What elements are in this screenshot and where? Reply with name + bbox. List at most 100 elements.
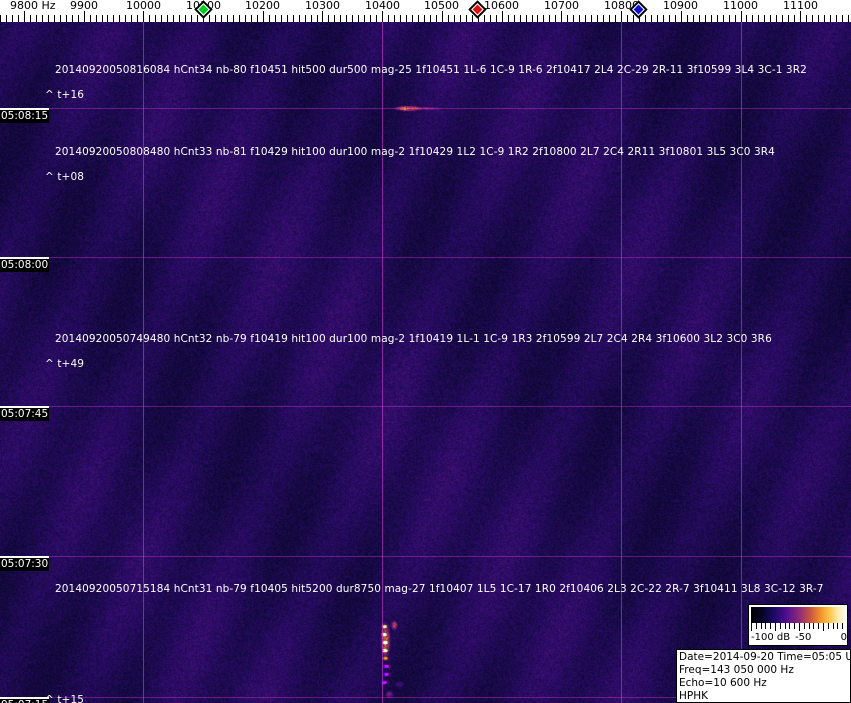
color-scale-tick (780, 623, 781, 629)
ruler-major-tick (382, 11, 383, 22)
ruler-label-9900: 9900 (70, 0, 98, 12)
grid-line-vertical-10400 (382, 22, 383, 703)
ruler-minor-tick (275, 15, 276, 22)
color-scale-ticks (751, 623, 848, 631)
ruler-label-10500: 10500 (424, 0, 459, 12)
ruler-minor-tick (842, 15, 843, 22)
noise-background (0, 22, 851, 703)
ruler-label-10200: 10200 (245, 0, 280, 12)
event-pointer-2: ^ t+49 (45, 358, 85, 370)
ruler-minor-tick (848, 15, 849, 22)
ruler-minor-tick (245, 15, 246, 22)
ruler-minor-tick (412, 15, 413, 22)
ruler-minor-tick (66, 15, 67, 22)
ruler-minor-tick (597, 15, 598, 22)
ruler-minor-tick (293, 15, 294, 22)
event-text-2: 20140920050749480 hCnt32 nb-79 f10419 hi… (55, 333, 772, 345)
ruler-minor-tick (137, 15, 138, 22)
ruler-minor-tick (257, 15, 258, 22)
spectrogram-canvas[interactable]: 20140920050816084 hCnt34 nb-80 f10451 hi… (0, 22, 851, 703)
ruler-minor-tick (639, 15, 640, 22)
ruler-minor-tick (472, 15, 473, 22)
event-pointer-0: ^ t+16 (45, 89, 85, 101)
ruler-minor-tick (364, 15, 365, 22)
ruler-minor-tick (185, 15, 186, 22)
ruler-minor-tick (317, 15, 318, 22)
ruler-minor-tick (824, 15, 825, 22)
ruler-minor-tick (96, 15, 97, 22)
ruler-major-tick (681, 11, 682, 22)
ruler-minor-tick (699, 15, 700, 22)
ruler-minor-tick (657, 15, 658, 22)
grid-line-horizontal-0 (0, 108, 851, 109)
ruler-minor-tick (436, 15, 437, 22)
ruler-minor-tick (191, 15, 192, 22)
ruler-minor-tick (466, 15, 467, 22)
event-pointer-1: ^ t+08 (45, 171, 85, 183)
color-scale-mid-label: -50 (795, 632, 812, 643)
ruler-minor-tick (460, 15, 461, 22)
ruler-minor-tick (376, 15, 377, 22)
ruler-minor-tick (311, 15, 312, 22)
color-scale-min-label: -100 dB (751, 632, 791, 643)
ruler-minor-tick (209, 15, 210, 22)
ruler-minor-tick (394, 15, 395, 22)
ruler-minor-tick (18, 15, 19, 22)
spectrogram-pixels (0, 22, 851, 703)
time-label-050800: 05:08:00 (0, 257, 50, 272)
color-scale-tick (837, 623, 838, 629)
ruler-minor-tick (430, 15, 431, 22)
info-frequency: Freq=143 050 000 Hz (679, 664, 794, 676)
ruler-minor-tick (752, 15, 753, 22)
color-scale-max-label: 0 (840, 632, 847, 643)
ruler-minor-tick (549, 15, 550, 22)
ruler-minor-tick (239, 15, 240, 22)
ruler-minor-tick (0, 15, 1, 22)
ruler-minor-tick (514, 15, 515, 22)
ruler-minor-tick (651, 15, 652, 22)
ruler-minor-tick (48, 15, 49, 22)
info-echo: Echo=10 600 Hz (679, 677, 767, 689)
ruler-minor-tick (328, 15, 329, 22)
ruler-minor-tick (573, 15, 574, 22)
ruler-label-10900: 10900 (663, 0, 698, 12)
ruler-minor-tick (54, 15, 55, 22)
event-text-1: 20140920050808480 hCnt33 nb-81 f10429 hi… (55, 146, 775, 158)
ruler-minor-tick (424, 15, 425, 22)
ruler-minor-tick (161, 15, 162, 22)
ruler-minor-tick (764, 15, 765, 22)
event-text-3: 20140920050715184 hCnt31 nb-79 f10405 hi… (55, 583, 824, 595)
ruler-minor-tick (269, 15, 270, 22)
frequency-ruler[interactable]: 9800 Hz990010000101001020010300104001050… (0, 0, 851, 22)
ruler-minor-tick (400, 15, 401, 22)
ruler-major-tick (741, 11, 742, 22)
ruler-label-11000: 11000 (723, 0, 758, 12)
ruler-minor-tick (60, 15, 61, 22)
grid-line-vertical-11000 (741, 22, 742, 703)
ruler-minor-tick (155, 15, 156, 22)
ruler-minor-tick (669, 15, 670, 22)
info-station: HPHK (679, 690, 709, 702)
ruler-minor-tick (508, 15, 509, 22)
ruler-minor-tick (758, 15, 759, 22)
color-scale-tick (828, 623, 829, 629)
info-date-time: Date=2014-09-20 Time=05:05 UTC (679, 651, 851, 663)
color-scale-labels: -100 dB -50 0 (751, 631, 847, 645)
ruler-minor-tick (281, 15, 282, 22)
color-scale-tick (809, 623, 810, 629)
ruler-label-11100: 11100 (783, 0, 818, 12)
ruler-minor-tick (830, 15, 831, 22)
ruler-minor-tick (675, 15, 676, 22)
color-scale-tick (823, 623, 824, 631)
color-scale-tick (751, 623, 752, 631)
grid-line-horizontal-2 (0, 406, 851, 407)
ruler-minor-tick (334, 15, 335, 22)
ruler-minor-tick (603, 15, 604, 22)
red-marker-core (471, 3, 484, 16)
color-scale-gradient (751, 607, 847, 623)
ruler-minor-tick (484, 15, 485, 22)
event-text-0: 20140920050816084 hCnt34 nb-80 f10451 hi… (55, 64, 807, 76)
ruler-minor-tick (72, 15, 73, 22)
ruler-minor-tick (615, 15, 616, 22)
ruler-minor-tick (567, 15, 568, 22)
